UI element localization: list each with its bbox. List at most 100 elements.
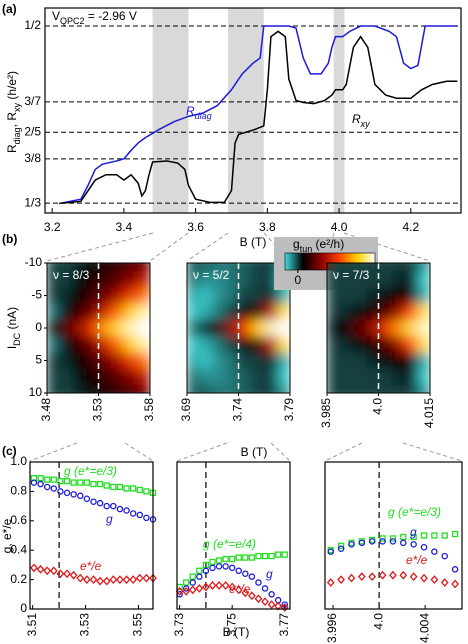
- point: [358, 539, 366, 547]
- x-tick-label: 3.79: [282, 398, 296, 422]
- heat-cell: [251, 319, 265, 337]
- heat-cell: [277, 368, 290, 386]
- heat-cell: [238, 384, 252, 393]
- point: [202, 561, 210, 569]
- x-tick-label: 3.53: [78, 613, 92, 637]
- point: [268, 552, 275, 560]
- point: [37, 480, 44, 488]
- point: [222, 555, 229, 563]
- heat-cell: [47, 319, 61, 337]
- shaded-range: [152, 8, 189, 213]
- data-line: [59, 30, 458, 205]
- colorbar-tick-label: 0: [295, 273, 302, 287]
- point: [123, 485, 130, 492]
- heat-cell: [327, 352, 341, 370]
- heat-cell: [404, 263, 418, 272]
- point: [379, 535, 386, 542]
- point: [261, 585, 269, 592]
- heat-cell: [225, 303, 239, 321]
- series-label: g (e*=e/3): [64, 464, 117, 478]
- y-tick-label: 0.2: [10, 572, 27, 586]
- x-tick-label: 3.55: [131, 613, 145, 637]
- heat-cell: [124, 303, 138, 321]
- heat-cell: [277, 384, 290, 393]
- heat-cell: [277, 287, 290, 305]
- heat-cell: [225, 368, 239, 386]
- heat-cell: [277, 336, 290, 353]
- y-tick-label: 0: [20, 601, 27, 615]
- heat-cell: [277, 319, 290, 337]
- heat-cell: [85, 271, 99, 288]
- x-tick-label: 4.2: [402, 220, 419, 234]
- y-tick-label: 1.0: [10, 454, 27, 468]
- data-line: [59, 25, 458, 205]
- point: [70, 491, 77, 498]
- x-axis-label: B (T): [223, 625, 250, 639]
- point: [242, 570, 249, 577]
- heat-cell: [251, 287, 265, 305]
- heat-cell: [199, 263, 214, 272]
- point: [56, 569, 65, 579]
- heat-cell: [199, 368, 214, 386]
- point: [248, 591, 256, 601]
- y-tick-label: 0: [35, 320, 42, 334]
- point: [96, 480, 104, 488]
- point: [143, 514, 150, 522]
- heat-cell: [124, 287, 138, 305]
- point: [202, 582, 210, 592]
- colorbar-label-part: tun: [300, 244, 313, 254]
- heat-cell: [98, 271, 112, 288]
- point: [109, 575, 118, 584]
- connector: [324, 442, 363, 462]
- heat-cell: [137, 384, 150, 393]
- x-tick-label: 3.58: [142, 398, 156, 422]
- heat-cell: [238, 271, 252, 288]
- y-tick-label: 1/2: [24, 18, 41, 32]
- point: [420, 544, 428, 551]
- point: [49, 566, 58, 576]
- heat-cell: [111, 271, 125, 288]
- heat-cell: [404, 384, 418, 393]
- point: [43, 566, 52, 576]
- heat-cell: [417, 303, 430, 321]
- x-tick-label: 3.4: [116, 220, 133, 234]
- point: [116, 483, 124, 491]
- point: [83, 575, 91, 584]
- x-tick-label: 3.73: [172, 613, 186, 637]
- panel-a: [44, 7, 462, 214]
- connector: [402, 442, 463, 462]
- heat-cell: [137, 287, 150, 305]
- point: [410, 541, 417, 548]
- heat-cell: [47, 336, 61, 353]
- heat-cell: [47, 352, 61, 370]
- y-tick-label: 10: [29, 385, 43, 399]
- heat-cell: [417, 336, 430, 353]
- connector: [149, 232, 189, 262]
- heatmap: [327, 263, 430, 393]
- point: [189, 573, 196, 580]
- point: [69, 570, 78, 580]
- point: [44, 476, 51, 483]
- heat-cell: [327, 384, 341, 393]
- point: [337, 575, 345, 584]
- heat-cell: [251, 303, 265, 321]
- heatmap-label: ν = 7/3: [333, 268, 370, 282]
- point: [326, 578, 335, 587]
- point: [76, 573, 85, 583]
- heat-cell: [187, 287, 201, 305]
- point: [389, 535, 397, 542]
- panel-label: (a): [2, 2, 17, 16]
- heat-cell: [212, 336, 227, 353]
- point: [182, 586, 191, 596]
- heatmap: [47, 263, 150, 393]
- heat-cell: [352, 263, 367, 272]
- heat-cell: [98, 303, 112, 321]
- heat-cell: [264, 336, 278, 353]
- heat-cell: [277, 303, 290, 321]
- connector: [176, 442, 228, 462]
- point: [431, 548, 438, 555]
- connector: [186, 232, 229, 262]
- heat-cell: [111, 336, 125, 353]
- heat-cell: [417, 368, 430, 386]
- point: [221, 581, 230, 590]
